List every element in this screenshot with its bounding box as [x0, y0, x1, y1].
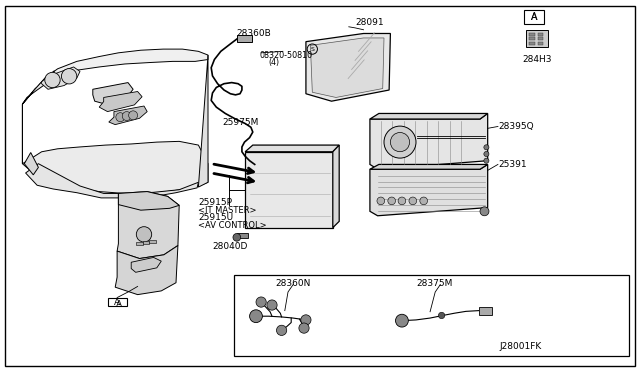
Bar	[526, 30, 548, 46]
Bar	[136, 242, 143, 245]
Polygon shape	[370, 113, 488, 169]
Polygon shape	[370, 164, 488, 169]
Text: 28091: 28091	[355, 18, 384, 27]
Circle shape	[409, 197, 417, 205]
Polygon shape	[245, 145, 339, 152]
Polygon shape	[117, 192, 179, 259]
Bar	[237, 232, 248, 238]
Polygon shape	[370, 113, 488, 119]
Text: A: A	[531, 12, 537, 22]
Text: S: S	[310, 46, 314, 52]
Bar	[143, 241, 149, 244]
Text: <IT MASTER>: <IT MASTER>	[198, 206, 257, 215]
Polygon shape	[109, 106, 147, 125]
Circle shape	[484, 158, 489, 163]
Text: 08320-50810: 08320-50810	[259, 51, 312, 60]
Circle shape	[377, 197, 385, 205]
Circle shape	[250, 310, 262, 323]
Text: 25391: 25391	[498, 160, 527, 169]
Bar	[524, 10, 544, 24]
Bar	[149, 240, 156, 243]
Circle shape	[299, 323, 309, 333]
Polygon shape	[26, 164, 198, 198]
Circle shape	[484, 151, 489, 157]
Text: 28395Q: 28395Q	[498, 122, 534, 131]
Text: 284H3: 284H3	[523, 55, 552, 64]
Text: A: A	[531, 13, 538, 22]
Polygon shape	[310, 38, 384, 97]
Bar	[529, 37, 535, 40]
Bar	[538, 37, 543, 40]
Bar	[234, 275, 629, 356]
Bar	[108, 298, 127, 306]
Bar	[529, 33, 535, 36]
Polygon shape	[118, 192, 179, 210]
Circle shape	[136, 227, 152, 242]
Polygon shape	[99, 92, 142, 112]
Polygon shape	[22, 71, 54, 104]
Circle shape	[256, 297, 266, 307]
Text: A: A	[116, 300, 122, 309]
Text: 25975M: 25975M	[223, 118, 259, 126]
Bar	[237, 35, 252, 42]
Text: 25915U: 25915U	[198, 213, 234, 222]
Circle shape	[420, 197, 428, 205]
Circle shape	[45, 72, 60, 88]
Text: 25915P: 25915P	[198, 198, 232, 207]
Text: 28360N: 28360N	[275, 279, 310, 288]
Circle shape	[390, 132, 410, 152]
Polygon shape	[131, 257, 161, 272]
Polygon shape	[306, 33, 390, 101]
Circle shape	[388, 197, 396, 205]
Text: 28375M: 28375M	[416, 279, 452, 288]
Text: 28040D: 28040D	[212, 242, 248, 251]
Polygon shape	[245, 152, 333, 228]
Bar	[538, 42, 543, 45]
Circle shape	[384, 126, 416, 158]
Circle shape	[438, 312, 445, 319]
Circle shape	[61, 68, 77, 84]
Circle shape	[129, 111, 138, 120]
Polygon shape	[93, 83, 133, 104]
Polygon shape	[22, 104, 208, 193]
Bar	[479, 307, 492, 315]
Polygon shape	[370, 164, 488, 216]
Polygon shape	[22, 49, 208, 104]
Text: <AV CONTROL>: <AV CONTROL>	[198, 221, 267, 230]
Circle shape	[276, 325, 287, 336]
Text: A: A	[114, 298, 120, 307]
Polygon shape	[198, 55, 208, 187]
Polygon shape	[24, 153, 38, 175]
Bar	[538, 33, 543, 36]
Text: J28001FK: J28001FK	[499, 342, 541, 351]
Circle shape	[398, 197, 406, 205]
Text: (4): (4)	[269, 58, 280, 67]
Polygon shape	[115, 246, 178, 295]
Polygon shape	[42, 67, 80, 89]
Circle shape	[480, 207, 489, 216]
Circle shape	[122, 112, 131, 121]
Circle shape	[267, 300, 277, 310]
Polygon shape	[333, 145, 339, 228]
Circle shape	[396, 314, 408, 327]
Circle shape	[233, 234, 241, 241]
Circle shape	[484, 145, 489, 150]
Circle shape	[116, 113, 125, 122]
Circle shape	[301, 315, 311, 325]
Text: 28360B: 28360B	[237, 29, 271, 38]
Bar	[529, 42, 535, 45]
